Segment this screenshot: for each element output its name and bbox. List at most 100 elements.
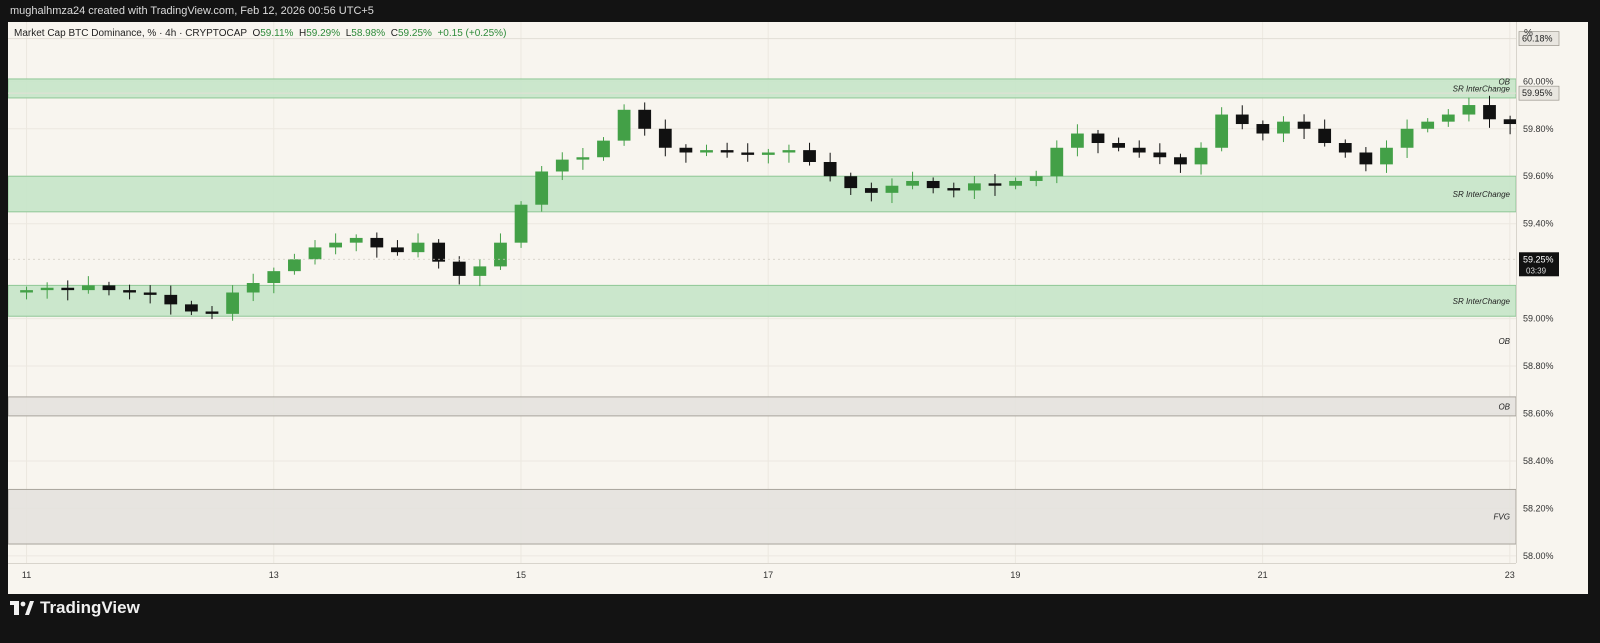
price-tag-bg (1519, 252, 1559, 277)
candle-body (308, 247, 322, 260)
chart-plot[interactable]: SR InterChange SR InterChange SR InterChan… (8, 22, 1516, 563)
zone-box (8, 396, 1516, 417)
candle-body (391, 247, 404, 253)
time-tick-label: 17 (763, 570, 773, 580)
candle-body (1462, 105, 1476, 115)
candle-body (205, 311, 219, 314)
candle-body (1503, 119, 1516, 125)
candle-body (1400, 128, 1414, 148)
candle-body (81, 285, 95, 291)
legend-low-label: L (345, 28, 352, 39)
candle-body (1235, 114, 1249, 125)
zone-label: SR InterChange (1453, 84, 1511, 93)
candle-body (803, 150, 816, 162)
candle-body (1153, 152, 1167, 158)
price-tick-label: 59.40% (1523, 219, 1554, 229)
legend-symbol[interactable]: Market Cap BTC Dominance, % (14, 28, 157, 39)
candle-body (1174, 157, 1187, 165)
candle-body (988, 183, 1002, 186)
price-tick-label: 59.80% (1523, 124, 1554, 134)
zone-box (8, 78, 1516, 99)
time-tick-label: 11 (22, 570, 31, 580)
candle-body (741, 152, 755, 155)
legend-change: +0.15 (+0.25%) (437, 28, 507, 39)
candle-body (823, 161, 837, 177)
legend-low: 58.98% (351, 28, 386, 39)
time-tick-label: 23 (1505, 570, 1515, 580)
price-tag-timer: 03:39 (1526, 266, 1547, 275)
price-tick-label: 58.00% (1523, 551, 1554, 561)
candle-body (61, 287, 75, 291)
candle-body (926, 180, 940, 189)
price-tick-label: 59.60% (1523, 171, 1554, 181)
candle-body (1132, 147, 1146, 153)
candle-body (411, 242, 425, 253)
candle-body (1297, 121, 1311, 129)
candle-body (102, 285, 116, 291)
candle-body (638, 109, 652, 129)
price-axis[interactable]: 58.00% 58.20% 58.40% 58.60% 58.80% 59.00% 59.4… (1516, 22, 1589, 563)
candle-body (20, 290, 33, 293)
candle-body (906, 180, 919, 186)
candle-body (1256, 124, 1270, 134)
zone-box (8, 488, 1516, 545)
legend-source: CRYPTOCAP (185, 28, 247, 39)
candle-body (143, 292, 157, 295)
time-tick-label: 21 (1258, 570, 1268, 580)
candle-body (226, 292, 239, 314)
price-tag-label: 59.95% (1522, 88, 1553, 98)
candle-body (1009, 180, 1022, 186)
candle-body (885, 185, 899, 193)
candle-body (761, 152, 775, 155)
legend-high: 59.29% (306, 28, 341, 39)
candle-body (1421, 121, 1435, 129)
candle-body (1112, 143, 1126, 148)
candle-body (555, 159, 569, 172)
candle-body (246, 283, 260, 293)
candle-body (164, 294, 178, 305)
candle-body (1380, 147, 1393, 165)
candle-body (967, 183, 981, 191)
candle-body (576, 157, 590, 160)
legend-interval[interactable]: 4h (165, 28, 177, 39)
attribution-text: mughalhmza24 created with TradingView.co… (10, 5, 374, 17)
price-tick-label: 58.40% (1523, 456, 1554, 466)
candle-body (782, 150, 796, 153)
candle-body (679, 147, 693, 153)
time-tick-label: 13 (269, 570, 279, 580)
attribution-bar: mughalhmza24 created with TradingView.co… (0, 0, 1600, 22)
tradingview-logo-icon (10, 601, 34, 615)
candle-body (1483, 105, 1496, 120)
candle-body (947, 188, 961, 191)
candle-body (844, 176, 858, 189)
zone-label: OB (1498, 337, 1510, 346)
candle-body (1050, 147, 1064, 177)
tradingview-logo[interactable]: TradingView (10, 598, 140, 618)
candle-body (473, 266, 487, 276)
candle-body (658, 128, 672, 148)
time-axis[interactable]: 11131517192123252729Feb35791113151719212… (8, 563, 1516, 595)
candle-body (617, 109, 631, 141)
candle-body (597, 140, 610, 158)
price-tag-bg (1518, 85, 1560, 101)
candle-body (494, 242, 507, 267)
legend-high-label: H (298, 28, 307, 39)
candle-body (329, 242, 343, 248)
percent-scale-button[interactable]: % (1524, 28, 1533, 39)
candle-body (1215, 114, 1229, 148)
zone-label: FVG (1494, 513, 1510, 522)
candle-body (1091, 133, 1105, 144)
candle-body (1441, 114, 1455, 122)
candle-body (1029, 176, 1043, 181)
price-tick-label: 58.80% (1523, 361, 1554, 371)
price-tick-label: 59.00% (1523, 314, 1554, 324)
legend-close-label: C (390, 28, 398, 39)
candle-body (370, 237, 384, 248)
price-tick-label: 60.00% (1523, 76, 1554, 86)
candle-body (700, 150, 713, 153)
candle-body (184, 304, 198, 312)
time-tick-label: 19 (1010, 570, 1020, 580)
price-tag-label: 59.25% (1523, 254, 1554, 264)
candle-body (349, 237, 363, 243)
price-tag-bg (1518, 31, 1560, 46)
